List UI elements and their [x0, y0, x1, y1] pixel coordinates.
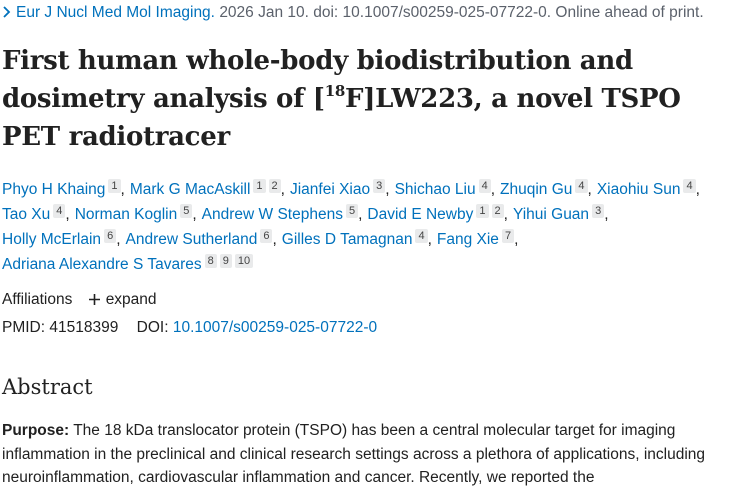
separator: , [385, 181, 390, 198]
separator: , [503, 206, 508, 223]
author-name[interactable]: Yihui Guan [512, 206, 590, 223]
affiliation-badge[interactable]: 10 [234, 254, 254, 268]
author-name[interactable]: Jianfei Xiao [289, 181, 371, 198]
separator: , [192, 206, 197, 223]
author-line: Tao Xu 4, Norman Koglin 5, Andrew W Stephens… [2, 202, 747, 227]
author-name[interactable]: Tao Xu [2, 206, 51, 223]
author-line: Holly McErlain 6, Andrew Sutherland 6, Gille… [2, 227, 747, 252]
affiliation-badge[interactable]: 6 [260, 229, 273, 243]
chevron-icon [3, 6, 11, 18]
purpose-label: Purpose: [2, 422, 70, 439]
author-name[interactable]: Andrew W Stephens [201, 206, 343, 223]
affiliation-badge[interactable]: 9 [219, 254, 232, 268]
doi-label: DOI: [136, 319, 169, 336]
author-name[interactable]: Holly McErlain [2, 231, 102, 248]
purpose-text: The 18 kDa translocator protein (TSPO) h… [2, 422, 706, 486]
affiliation-badge[interactable]: 4 [575, 179, 588, 193]
expand-text[interactable]: expand [105, 291, 157, 308]
separator: , [490, 181, 496, 198]
affiliation-badge[interactable]: 1 [253, 179, 266, 193]
author-name[interactable]: Gilles D Tamagnan [281, 231, 413, 248]
author-name[interactable]: Mark G MacAskill [129, 181, 251, 198]
separator: , [514, 231, 519, 248]
separator: , [272, 231, 277, 248]
author-name[interactable]: Adriana Alexandre S Tavares [2, 256, 202, 273]
affiliation-badge[interactable]: 4 [53, 204, 66, 218]
affiliation-badge[interactable]: 3 [592, 204, 605, 218]
affiliation-badge[interactable]: 4 [415, 229, 428, 243]
separator: , [587, 181, 592, 198]
journal-link[interactable]: Eur J Nucl Med Mol Imaging. [16, 4, 215, 21]
separator: , [65, 206, 70, 223]
separator: , [280, 181, 285, 198]
author-name[interactable]: Zhuqin Gu [500, 181, 573, 198]
article-title: First human whole-body biodistribution a… [2, 42, 742, 156]
pmid-label: PMID: [2, 319, 46, 336]
affiliations: Affiliations expand [2, 291, 157, 309]
affiliation-badge[interactable]: 1 [476, 204, 489, 218]
affiliation-badge[interactable]: 2 [491, 204, 504, 218]
title-superscript: 18 [324, 82, 346, 100]
separator: , [358, 206, 363, 223]
doi-link[interactable]: 10.1007/s00259-025-07722-0 [172, 319, 378, 336]
author-name[interactable]: Shichao Liu [394, 181, 476, 198]
affiliation-badge[interactable]: 4 [683, 179, 696, 193]
author-name[interactable]: Phyo H Khaing [2, 181, 106, 198]
author-name[interactable]: Andrew Sutherland [125, 231, 258, 248]
affiliation-badge[interactable]: 6 [104, 229, 117, 243]
affiliation-badge[interactable]: 5 [345, 204, 359, 218]
affiliation-badge[interactable]: 2 [268, 179, 281, 193]
expand-toggle[interactable]: expand [88, 291, 157, 308]
author-name[interactable]: Xiaohiu Sun [596, 181, 681, 198]
title-text: F]LW223, a novel TSPO PET radiotracer [2, 84, 681, 152]
author-name[interactable]: Fang Xie [436, 231, 499, 248]
separator: , [427, 231, 432, 248]
separator: , [120, 181, 125, 198]
author-name[interactable]: David E Newby [367, 206, 474, 223]
affiliations-label: Affiliations [2, 291, 73, 308]
citation: Eur J Nucl Med Mol Imaging. 2026 Jan 10.… [2, 4, 704, 22]
affiliation-badge[interactable]: 8 [204, 254, 217, 268]
author-line: Phyo H Khaing 1, Mark G MacAskill 1 2, Jianfe… [2, 177, 747, 202]
citation-details: 2026 Jan 10. doi: 10.1007/s00259-025-077… [219, 4, 704, 21]
identifiers: PMID: 41518399 DOI: 10.1007/s00259-025-0… [2, 319, 377, 337]
author-line: Adriana Alexandre S Tavares 8 9 10 [2, 252, 747, 277]
affiliation-badge[interactable]: 4 [478, 179, 491, 193]
affiliation-badge[interactable]: 5 [180, 204, 193, 218]
separator: , [695, 181, 700, 198]
affiliation-badge[interactable]: 7 [501, 229, 515, 243]
affiliation-badge[interactable]: 1 [108, 179, 121, 193]
abstract-purpose: Purpose: The 18 kDa translocator protein… [2, 419, 732, 490]
title-text: First human whole-body biodistribution a… [2, 46, 633, 114]
author-name[interactable]: Norman Koglin [74, 206, 178, 223]
affiliation-badge[interactable]: 3 [373, 179, 386, 193]
pmid: 41518399 [49, 319, 119, 336]
author-list: Phyo H Khaing 1, Mark G MacAskill 1 2, Jianfe… [2, 177, 747, 277]
separator: , [116, 231, 121, 248]
abstract-heading: Abstract [2, 375, 93, 399]
separator: , [604, 206, 609, 223]
plus-icon [88, 294, 100, 305]
